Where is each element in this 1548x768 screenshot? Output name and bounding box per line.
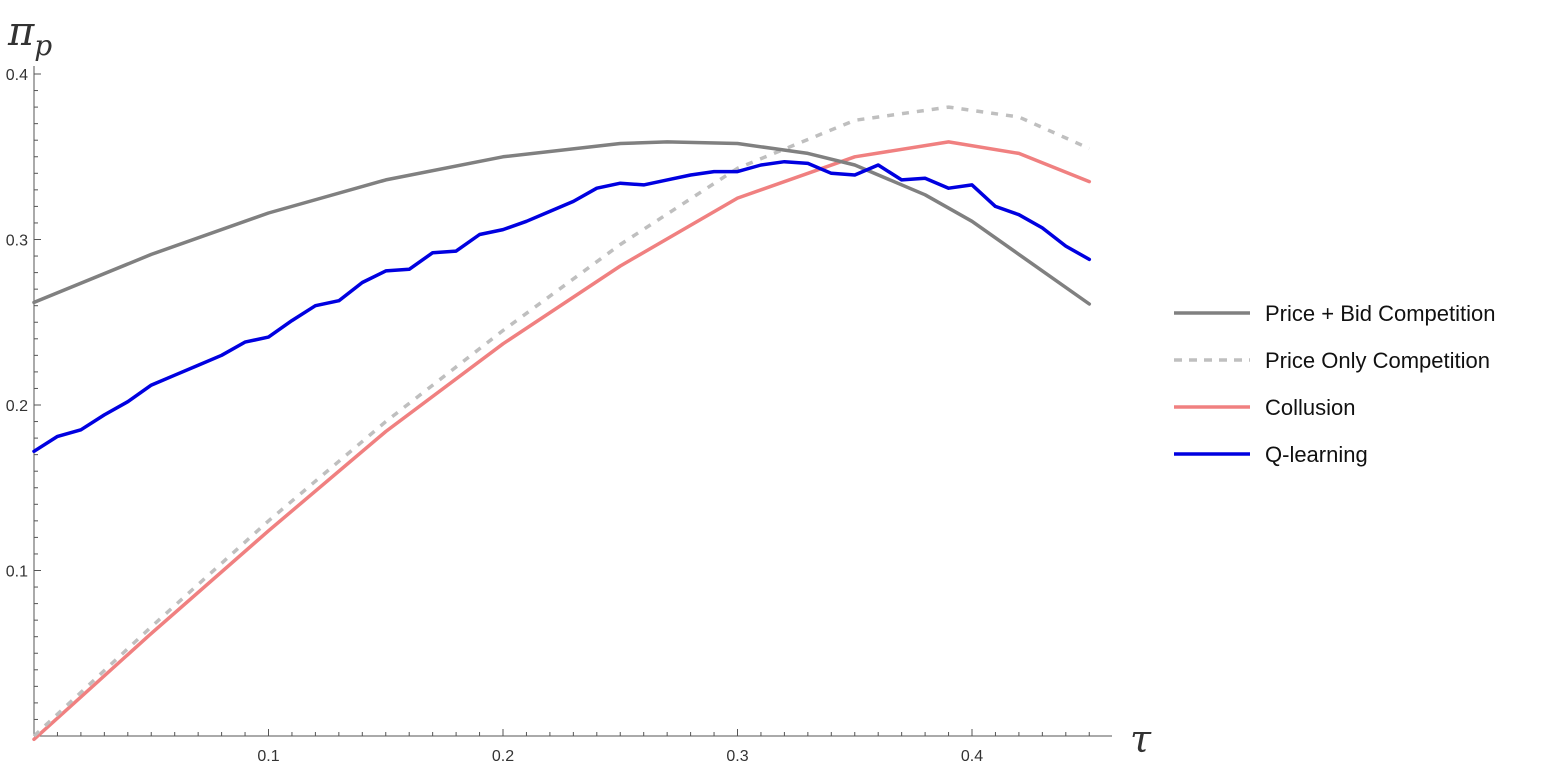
x-tick-label: 0.4 <box>961 748 983 765</box>
y-tick-label: 0.1 <box>6 564 28 581</box>
legend-label-q-learning: Q-learning <box>1265 442 1368 467</box>
legend-label-collusion: Collusion <box>1265 395 1356 420</box>
y-tick-label: 0.2 <box>6 398 28 415</box>
y-axis-label-main: π <box>7 9 35 55</box>
y-tick-label: 0.3 <box>6 233 28 250</box>
y-tick-label: 0.4 <box>6 67 28 84</box>
series-line-collusion <box>32 140 1092 742</box>
legend: Price + Bid Competition Price Only Compet… <box>1174 301 1496 467</box>
y-axis-label: πp <box>7 9 52 62</box>
x-tick-label: 0.1 <box>257 748 279 765</box>
legend-label-price-only-competition: Price Only Competition <box>1265 348 1490 373</box>
series-layer <box>32 105 1092 742</box>
y-axis-label-subscript: p <box>34 29 52 62</box>
x-tick-label: 0.3 <box>726 748 748 765</box>
x-axis-label: τ <box>1130 717 1152 761</box>
x-tick-label: 0.2 <box>492 748 514 765</box>
series-line-price-only-competition <box>32 105 1091 738</box>
axes: 0.1 0.2 0.3 0.4 0.1 0.2 0.3 0.4 <box>6 66 1112 765</box>
series-line-price-bid-competition <box>32 140 1092 306</box>
series-line-q-learning <box>32 159 1092 454</box>
legend-label-price-bid-competition: Price + Bid Competition <box>1265 301 1496 326</box>
